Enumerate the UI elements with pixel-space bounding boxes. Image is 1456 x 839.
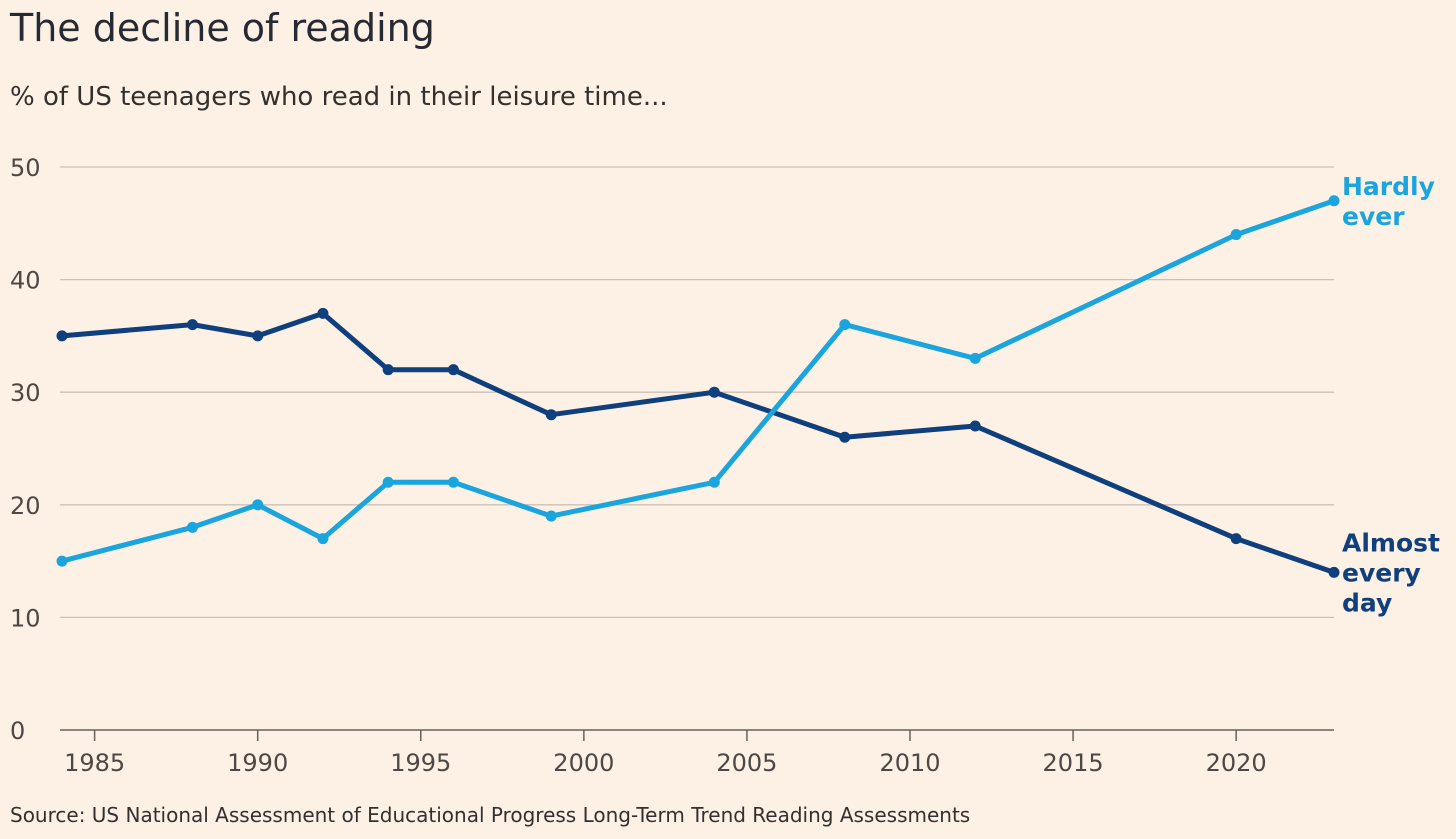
x-tick-label-2005: 2005 <box>716 749 777 777</box>
data-point-hardly-ever-2023 <box>1328 195 1340 207</box>
series-label-line: Almost <box>1342 528 1440 557</box>
series-label-hardly-ever: Hardly ever <box>1342 172 1435 231</box>
data-point-hardly-ever-1996 <box>447 476 459 488</box>
data-point-almost-every-day-1996 <box>447 364 459 376</box>
data-point-almost-every-day-1990 <box>252 330 264 342</box>
series-line-almost-every-day <box>59 310 1337 575</box>
chart-title: The decline of reading <box>10 6 435 50</box>
axes: 0 10 20 30 40 50 1985 1990 1995 2000 2005 2010 2015 2… <box>10 154 1267 777</box>
data-point-hardly-ever-1988 <box>186 521 198 533</box>
x-tick-label-1995: 1995 <box>390 749 451 777</box>
series-line-hardly-ever <box>59 198 1337 564</box>
chart-subtitle: % of US teenagers who read in their leis… <box>10 82 668 112</box>
series-label-line: every <box>1342 558 1421 587</box>
y-tick-label-10: 10 <box>10 604 41 632</box>
data-point-almost-every-day-2004 <box>708 386 720 398</box>
data-point-almost-every-day-1984 <box>56 330 68 342</box>
x-tick-label-2015: 2015 <box>1043 749 1104 777</box>
gridlines <box>60 166 1334 731</box>
data-point-hardly-ever-2020 <box>1230 229 1242 241</box>
data-point-hardly-ever-1992 <box>317 533 329 545</box>
y-tick-label-0: 0 <box>10 717 25 745</box>
data-point-almost-every-day-2008 <box>839 431 851 443</box>
x-tick-label-1990: 1990 <box>227 749 288 777</box>
data-point-almost-every-day-2012 <box>969 420 981 432</box>
data-point-hardly-ever-2004 <box>708 476 720 488</box>
source-note: Source: US National Assessment of Educat… <box>10 803 971 827</box>
data-point-almost-every-day-1999 <box>545 409 557 421</box>
data-point-almost-every-day-2023 <box>1328 566 1340 578</box>
x-tick-label-2020: 2020 <box>1206 749 1267 777</box>
data-point-hardly-ever-2012 <box>969 352 981 364</box>
y-tick-label-50: 50 <box>10 154 41 182</box>
data-point-almost-every-day-1994 <box>382 364 394 376</box>
data-point-hardly-ever-1999 <box>545 510 557 522</box>
series-label-line: day <box>1342 588 1392 617</box>
x-tick-label-1985: 1985 <box>64 749 125 777</box>
data-point-almost-every-day-1992 <box>317 307 329 319</box>
data-point-hardly-ever-1994 <box>382 476 394 488</box>
series <box>56 195 1340 578</box>
x-tick-label-2010: 2010 <box>879 749 940 777</box>
data-point-hardly-ever-2008 <box>839 319 851 331</box>
data-point-hardly-ever-1990 <box>252 499 264 511</box>
data-point-almost-every-day-2020 <box>1230 533 1242 545</box>
data-point-hardly-ever-1984 <box>56 555 68 567</box>
series-label-line: Hardly <box>1342 172 1435 201</box>
y-tick-label-40: 40 <box>10 267 41 295</box>
series-label-line: ever <box>1342 202 1405 231</box>
y-tick-label-30: 30 <box>10 379 41 407</box>
x-tick-label-2000: 2000 <box>553 749 614 777</box>
series-labels: Almost every day Hardly ever <box>1342 172 1440 618</box>
data-point-almost-every-day-1988 <box>186 319 198 331</box>
y-tick-label-20: 20 <box>10 492 41 520</box>
series-label-almost-every-day: Almost every day <box>1342 528 1440 617</box>
